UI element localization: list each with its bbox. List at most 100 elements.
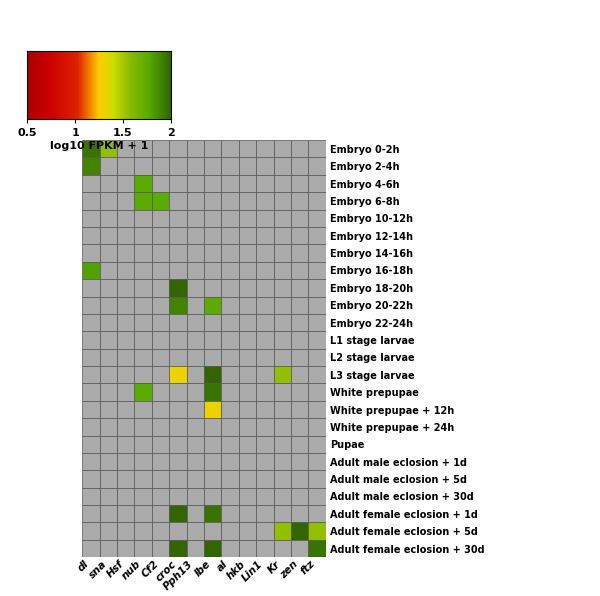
Bar (274, 383, 291, 401)
Bar (152, 418, 169, 436)
Bar (169, 140, 187, 157)
Bar (117, 175, 134, 193)
Bar (152, 157, 169, 175)
Bar (291, 210, 308, 227)
Bar (291, 453, 308, 470)
Bar (82, 366, 100, 383)
Bar (152, 262, 169, 279)
Bar (169, 401, 187, 418)
Bar (291, 244, 308, 262)
Bar (204, 401, 221, 418)
Bar (239, 140, 256, 157)
Bar (239, 401, 256, 418)
Bar (169, 436, 187, 453)
Bar (134, 470, 152, 488)
Bar (187, 227, 204, 244)
Bar (117, 418, 134, 436)
Bar (187, 505, 204, 523)
Bar (134, 488, 152, 505)
Bar (100, 227, 117, 244)
Bar (274, 331, 291, 349)
Bar (100, 436, 117, 453)
Bar (308, 470, 326, 488)
Bar (308, 401, 326, 418)
Bar (239, 366, 256, 383)
Bar (204, 244, 221, 262)
Bar (152, 436, 169, 453)
Bar (117, 488, 134, 505)
Bar (291, 349, 308, 366)
Bar (187, 418, 204, 436)
Bar (134, 210, 152, 227)
Bar (274, 366, 291, 383)
Bar (256, 175, 274, 193)
Bar (308, 540, 326, 557)
Bar (291, 366, 308, 383)
Bar (221, 157, 239, 175)
Bar (117, 314, 134, 331)
Bar (274, 540, 291, 557)
Bar (187, 453, 204, 470)
Bar (187, 175, 204, 193)
Bar (100, 331, 117, 349)
Bar (256, 453, 274, 470)
Bar (100, 523, 117, 540)
Bar (204, 505, 221, 523)
Bar (169, 383, 187, 401)
Bar (82, 140, 100, 157)
Bar (134, 297, 152, 314)
Bar (169, 157, 187, 175)
Bar (256, 436, 274, 453)
Bar (221, 140, 239, 157)
Bar (117, 436, 134, 453)
Bar (291, 262, 308, 279)
Bar (239, 193, 256, 210)
Bar (221, 210, 239, 227)
Bar (169, 366, 187, 383)
Bar (308, 175, 326, 193)
Bar (169, 505, 187, 523)
Bar (169, 349, 187, 366)
Bar (100, 418, 117, 436)
Bar (221, 227, 239, 244)
Bar (239, 523, 256, 540)
Bar (308, 262, 326, 279)
Bar (221, 314, 239, 331)
Bar (204, 297, 221, 314)
Bar (256, 157, 274, 175)
Bar (82, 470, 100, 488)
Bar (256, 523, 274, 540)
Bar (82, 227, 100, 244)
Bar (221, 297, 239, 314)
Bar (82, 297, 100, 314)
Bar (134, 349, 152, 366)
Bar (100, 383, 117, 401)
Bar (152, 453, 169, 470)
Bar (291, 314, 308, 331)
Bar (134, 453, 152, 470)
Bar (256, 314, 274, 331)
Bar (117, 262, 134, 279)
Bar (239, 210, 256, 227)
Bar (239, 453, 256, 470)
Bar (152, 488, 169, 505)
Bar (169, 314, 187, 331)
Bar (82, 401, 100, 418)
Bar (308, 436, 326, 453)
Bar (152, 314, 169, 331)
Bar (274, 436, 291, 453)
Bar (239, 331, 256, 349)
Bar (274, 193, 291, 210)
Bar (117, 505, 134, 523)
Bar (291, 505, 308, 523)
Bar (187, 157, 204, 175)
Bar (308, 227, 326, 244)
Bar (100, 488, 117, 505)
Bar (274, 227, 291, 244)
Bar (221, 193, 239, 210)
Bar (169, 453, 187, 470)
Bar (308, 279, 326, 297)
Bar (169, 279, 187, 297)
Bar (291, 279, 308, 297)
Bar (204, 523, 221, 540)
